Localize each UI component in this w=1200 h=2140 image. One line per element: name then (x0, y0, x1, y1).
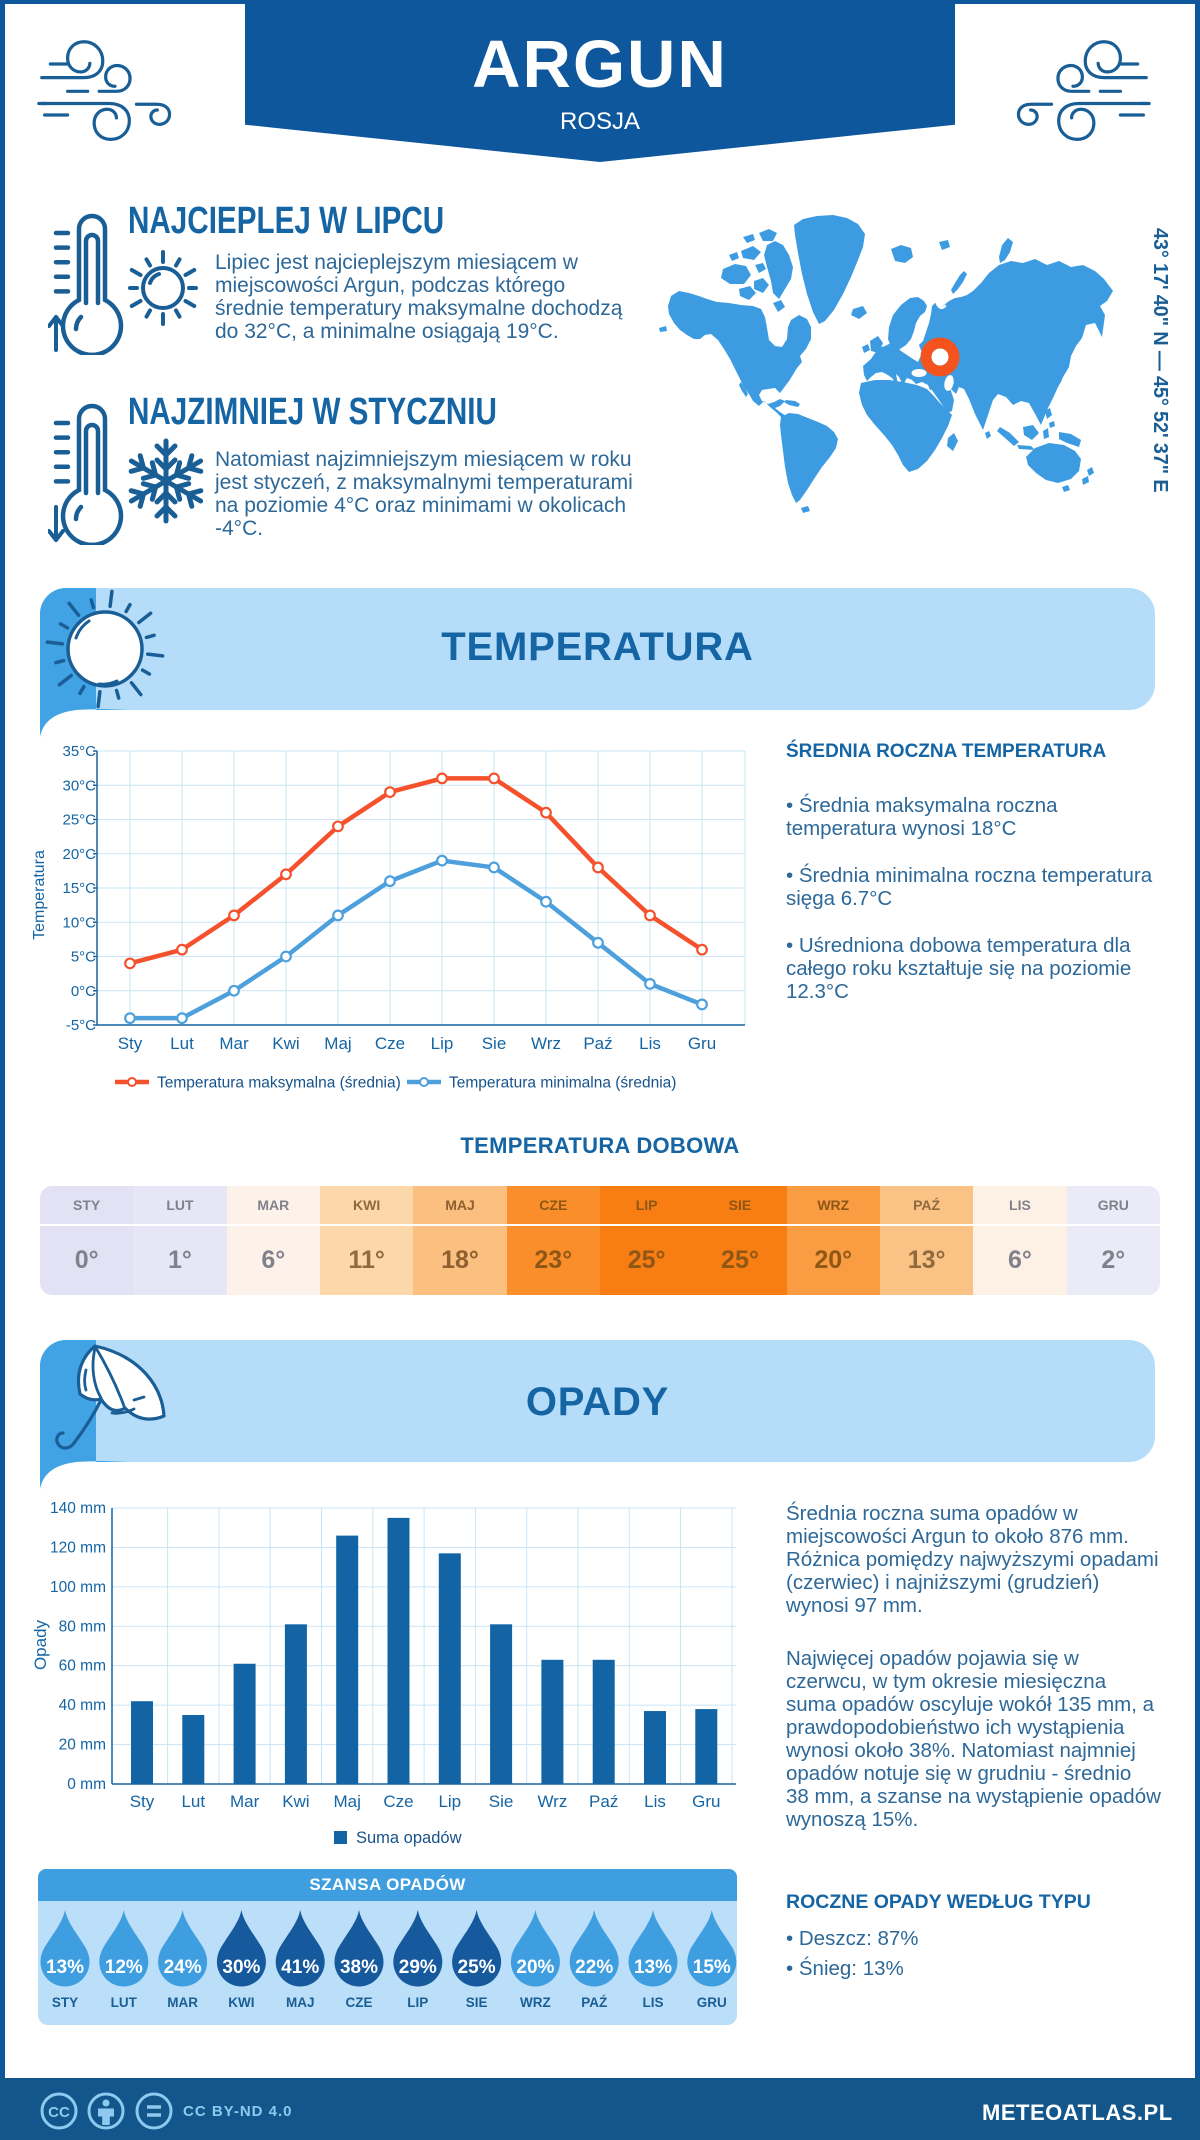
svg-text:CZE: CZE (346, 1995, 373, 2010)
svg-text:Paź: Paź (583, 1034, 612, 1053)
svg-text:CC: CC (48, 2104, 70, 2121)
svg-text:20°C: 20°C (62, 846, 96, 863)
svg-text:Lut: Lut (181, 1792, 205, 1811)
svg-text:WRZ: WRZ (520, 1995, 551, 2010)
svg-text:Mar: Mar (230, 1792, 260, 1811)
svg-text:LIS: LIS (642, 1995, 663, 2010)
svg-text:SIE: SIE (466, 1995, 488, 2010)
svg-text:Cze: Cze (383, 1792, 413, 1811)
svg-text:0°C: 0°C (71, 983, 96, 1000)
svg-text:25%: 25% (458, 1957, 496, 1978)
svg-text:Temperatura minimalna (średnia: Temperatura minimalna (średnia) (449, 1075, 676, 1092)
svg-text:Wrz: Wrz (537, 1792, 567, 1811)
svg-text:Wrz: Wrz (531, 1034, 561, 1053)
svg-text:Lip: Lip (438, 1792, 461, 1811)
svg-text:Lis: Lis (639, 1034, 661, 1053)
svg-text:LUT: LUT (111, 1995, 138, 2010)
svg-text:38%: 38% (340, 1957, 378, 1978)
svg-text:41%: 41% (281, 1957, 319, 1978)
svg-text:Sty: Sty (118, 1034, 143, 1053)
svg-text:Sie: Sie (482, 1034, 507, 1053)
svg-text:Suma opadów: Suma opadów (356, 1829, 462, 1847)
svg-text:80 mm: 80 mm (59, 1618, 106, 1635)
svg-text:Lut: Lut (170, 1034, 194, 1053)
svg-text:Sie: Sie (489, 1792, 514, 1811)
svg-text:Kwi: Kwi (282, 1792, 309, 1811)
svg-text:-5°C: -5°C (66, 1017, 96, 1034)
svg-text:Lip: Lip (431, 1034, 454, 1053)
svg-text:15%: 15% (693, 1957, 731, 1978)
svg-text:Opady: Opady (31, 1619, 50, 1670)
svg-text:0 mm: 0 mm (67, 1776, 106, 1793)
svg-text:24%: 24% (164, 1957, 202, 1978)
svg-text:KWI: KWI (228, 1995, 254, 2010)
svg-text:Lis: Lis (644, 1792, 666, 1811)
svg-text:Paź: Paź (589, 1792, 618, 1811)
svg-text:LIP: LIP (407, 1995, 428, 2010)
svg-text:20%: 20% (516, 1957, 554, 1978)
svg-text:Cze: Cze (375, 1034, 405, 1053)
svg-text:29%: 29% (399, 1957, 437, 1978)
svg-text:Temperatura maksymalna (średni: Temperatura maksymalna (średnia) (157, 1075, 401, 1092)
svg-text:13%: 13% (634, 1957, 672, 1978)
svg-text:20 mm: 20 mm (59, 1737, 106, 1754)
svg-text:15°C: 15°C (62, 880, 96, 897)
svg-text:10°C: 10°C (62, 914, 96, 931)
svg-text:12%: 12% (105, 1957, 143, 1978)
svg-text:5°C: 5°C (71, 949, 96, 966)
svg-text:Maj: Maj (333, 1792, 360, 1811)
svg-text:40 mm: 40 mm (59, 1697, 106, 1714)
svg-text:25°C: 25°C (62, 812, 96, 829)
svg-text:Gru: Gru (688, 1034, 716, 1053)
svg-text:Mar: Mar (219, 1034, 249, 1053)
svg-text:Gru: Gru (692, 1792, 720, 1811)
svg-text:30°C: 30°C (62, 777, 96, 794)
svg-text:MAJ: MAJ (286, 1995, 315, 2010)
svg-text:Temperatura: Temperatura (31, 850, 48, 940)
svg-text:MAR: MAR (167, 1995, 198, 2010)
svg-text:STY: STY (52, 1995, 78, 2010)
svg-text:Sty: Sty (130, 1792, 155, 1811)
svg-text:13%: 13% (46, 1957, 84, 1978)
svg-text:60 mm: 60 mm (59, 1658, 106, 1675)
svg-text:Maj: Maj (324, 1034, 351, 1053)
svg-text:140 mm: 140 mm (50, 1500, 106, 1517)
svg-text:Kwi: Kwi (272, 1034, 299, 1053)
svg-text:PAŹ: PAŹ (581, 1995, 607, 2010)
svg-text:30%: 30% (222, 1957, 260, 1978)
svg-text:22%: 22% (575, 1957, 613, 1978)
svg-text:35°C: 35°C (62, 743, 96, 760)
svg-text:100 mm: 100 mm (50, 1579, 106, 1596)
svg-text:120 mm: 120 mm (50, 1539, 106, 1556)
svg-text:GRU: GRU (697, 1995, 727, 2010)
